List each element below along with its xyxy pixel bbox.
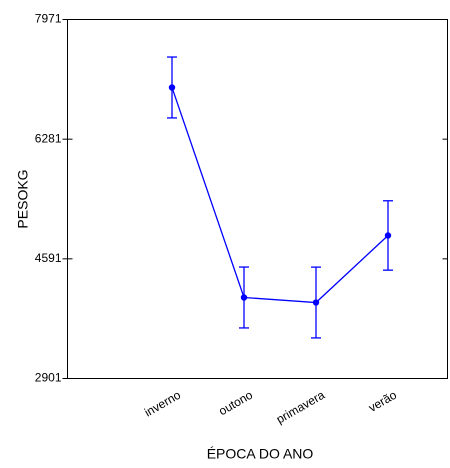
x-tick-label: primavera: [274, 388, 327, 427]
x-tick-label: verão: [366, 388, 399, 415]
y-tick-label: 2901: [35, 371, 62, 385]
y-tick-label: 4591: [35, 251, 62, 265]
y-tick-label: 6281: [35, 131, 62, 145]
line: [171, 87, 389, 304]
point: [168, 84, 176, 91]
y-axis-label: PESOKG: [15, 169, 31, 228]
x-axis-label: ÉPOCA DO ANO: [207, 446, 314, 462]
point: [384, 232, 392, 239]
y-tick-label: 7971: [35, 12, 62, 26]
x-tick-label: inverno: [142, 388, 183, 420]
plot-frame: [67, 19, 448, 379]
point: [312, 299, 320, 306]
point: [240, 294, 248, 301]
x-tick-label: outono: [216, 388, 255, 419]
